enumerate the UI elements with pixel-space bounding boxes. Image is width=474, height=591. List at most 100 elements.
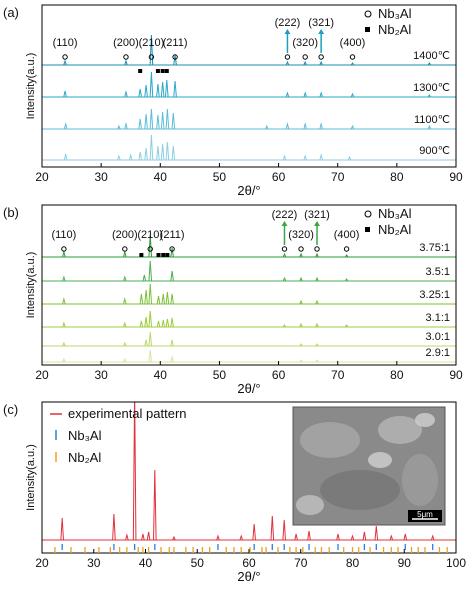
peak (123, 341, 127, 347)
nb3al-marker (302, 54, 308, 60)
peak (165, 318, 170, 328)
peak (389, 534, 394, 541)
arrow-head (318, 29, 325, 34)
peak (161, 293, 166, 305)
nb3al-marker (298, 246, 304, 252)
peak (173, 54, 177, 66)
peak (156, 114, 160, 130)
hkl-label: (211) (160, 229, 185, 241)
nb3al-marker (61, 246, 67, 252)
peak (117, 154, 121, 161)
peak (252, 523, 256, 541)
peak (362, 531, 367, 541)
peak (307, 530, 311, 541)
y-axis-label: Intensity(a.u.) (25, 252, 37, 319)
peak (171, 145, 176, 161)
peak (299, 343, 303, 347)
x-tick-label: 50 (213, 170, 227, 184)
peak (282, 154, 287, 161)
peak (165, 291, 170, 305)
nb2al-marker (155, 69, 160, 73)
legend-text: Nb₂Al (378, 22, 411, 37)
peak (303, 91, 307, 98)
x-axis-label: 2θ/° (237, 183, 260, 198)
hkl-label: (321) (304, 209, 330, 221)
peak (282, 252, 287, 258)
hkl-label: (321) (308, 17, 334, 29)
peak (170, 293, 174, 305)
x-tick-label: 30 (94, 170, 108, 184)
peak (139, 293, 144, 305)
nb3al-marker (62, 54, 68, 60)
peak (294, 533, 298, 541)
peak (350, 62, 355, 66)
legend-circle (364, 10, 372, 18)
plot-area (42, 234, 456, 363)
peak (156, 320, 161, 328)
peak (173, 80, 177, 98)
x-tick-label: 80 (390, 368, 404, 382)
peak (344, 324, 349, 328)
peak (347, 155, 352, 161)
peak (170, 317, 174, 328)
peak (315, 276, 319, 282)
peak (161, 319, 166, 328)
peak (62, 297, 66, 305)
series-label: 3.75:1 (419, 242, 450, 254)
peak (128, 153, 133, 161)
legend-text: Nb₃Al (378, 206, 412, 221)
x-tick-label: 90 (398, 556, 412, 570)
hkl-label: (222) (275, 17, 301, 29)
nb2al-marker (160, 69, 165, 73)
peak (350, 124, 355, 130)
peak (148, 331, 153, 347)
hkl-label: (400) (334, 229, 360, 241)
peak (172, 535, 176, 541)
inset-texture (378, 416, 422, 444)
legend-square (365, 227, 370, 232)
series-label: 3.25:1 (419, 289, 450, 301)
peak (63, 59, 67, 66)
peak (124, 59, 128, 66)
peak (148, 283, 153, 305)
x-tick-label: 80 (346, 556, 360, 570)
legend-text: experimental pattern (68, 406, 187, 421)
x-tick-label: 50 (191, 556, 205, 570)
peak (156, 295, 161, 305)
series-label: 1100℃ (414, 114, 450, 126)
peak (148, 310, 153, 328)
arrow-head (314, 221, 321, 226)
peak (282, 519, 286, 541)
y-axis-label: Intensity(a.u.) (25, 444, 37, 511)
peak (160, 111, 165, 130)
peak (144, 113, 148, 130)
y-axis-label: Intensity(a.u.) (25, 53, 37, 120)
peak (299, 322, 303, 328)
hkl-label: (200) (113, 37, 139, 49)
peak (285, 60, 290, 66)
peak (165, 141, 170, 161)
series-label: 3.1:1 (426, 312, 450, 324)
series-label: 1300℃ (413, 82, 450, 94)
nb3al-marker (122, 246, 128, 252)
peak (299, 276, 303, 282)
peak (117, 124, 121, 130)
peak (62, 357, 66, 363)
peak (149, 71, 154, 98)
peak (62, 250, 66, 258)
hkl-label: (210) (139, 37, 165, 49)
nb3al-marker (172, 54, 178, 60)
peak (299, 299, 303, 305)
nb3al-marker (169, 246, 175, 252)
peak (144, 339, 148, 347)
peak (60, 517, 64, 541)
nb2al-marker (156, 253, 161, 257)
peak (112, 513, 116, 541)
peak (138, 88, 142, 98)
panel-label: (b) (3, 205, 19, 220)
hkl-label: (211) (163, 37, 188, 49)
peak (403, 533, 408, 541)
peak (146, 531, 151, 541)
peak (148, 234, 153, 258)
x-tick-label: 90 (449, 368, 463, 382)
